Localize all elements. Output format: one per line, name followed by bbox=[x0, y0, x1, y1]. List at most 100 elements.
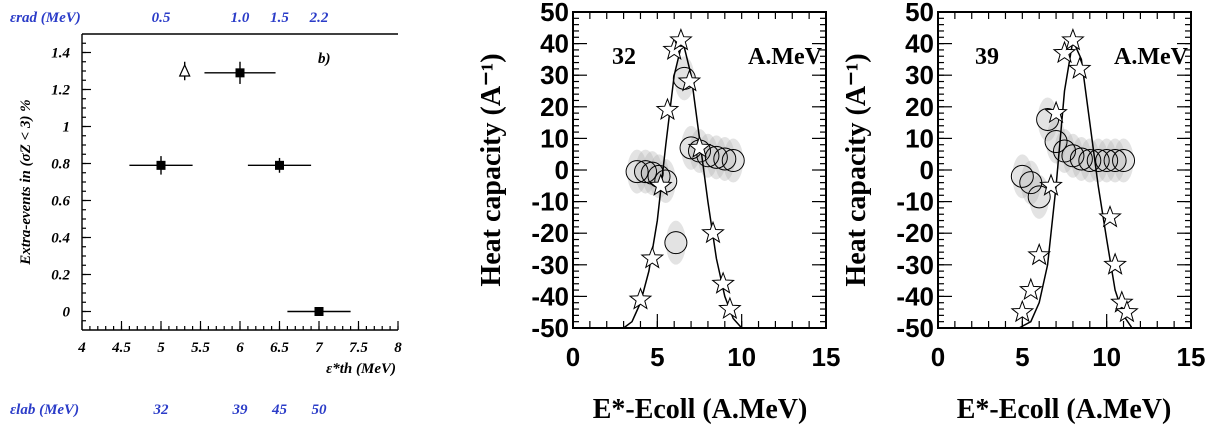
x-tick-label: 0 bbox=[931, 342, 945, 372]
top-axis-value: 1.5 bbox=[270, 10, 289, 26]
circle-marker bbox=[1053, 139, 1076, 163]
circle-marker bbox=[1095, 149, 1119, 173]
x-tick-label: 10 bbox=[727, 342, 756, 372]
y-tick-label: 1.4 bbox=[51, 46, 70, 62]
y-tick-label: -50 bbox=[531, 313, 569, 343]
circle-marker bbox=[1112, 149, 1136, 173]
band-blob bbox=[1079, 138, 1100, 183]
circle-marker bbox=[721, 149, 745, 173]
x-axis-title: ε*th (MeV) bbox=[326, 361, 396, 377]
star-marker bbox=[648, 173, 673, 196]
y-tick-label: 50 bbox=[905, 0, 934, 27]
star-marker bbox=[640, 246, 665, 269]
x-tick-label: 6.5 bbox=[270, 340, 289, 356]
panel-tag: b) bbox=[318, 51, 331, 67]
bottom-axis-label: εlab (MeV) bbox=[10, 402, 79, 418]
axis-ticks: 4 4.5 5 5.5 6 6.5 7 7.5 8 0 0.2 0.4 0.6 0.8 1 1.2 1.4 bbox=[51, 42, 402, 356]
y-tick-label: -30 bbox=[896, 250, 934, 280]
x-tick-label: 5.5 bbox=[191, 340, 210, 356]
x-tick-label: 15 bbox=[812, 342, 841, 372]
y-tick-label: 0.6 bbox=[51, 194, 70, 210]
y-tick-label: 0.4 bbox=[51, 231, 70, 247]
star-marker bbox=[628, 287, 653, 310]
y-tick-label: 40 bbox=[905, 29, 934, 59]
band-blob bbox=[627, 149, 648, 194]
circle-marker bbox=[1103, 149, 1127, 173]
band-blob bbox=[714, 136, 735, 181]
band-blob bbox=[706, 135, 727, 180]
y-tick-label: -30 bbox=[531, 250, 569, 280]
star-markers bbox=[1010, 27, 1139, 323]
bottom-axis-value: 45 bbox=[271, 402, 288, 418]
star-marker bbox=[655, 97, 680, 121]
x-axis-title: E*-Ecoll (A.MeV) bbox=[593, 394, 808, 425]
x-tick-label: 7 bbox=[315, 340, 323, 356]
y-tick-label: 0 bbox=[555, 155, 569, 185]
star-marker bbox=[1110, 290, 1134, 313]
x-tick-label: 4 bbox=[77, 340, 86, 356]
band-blob bbox=[665, 220, 686, 265]
circle-marker bbox=[1010, 164, 1034, 188]
y-tick-label: -50 bbox=[896, 313, 934, 343]
bottom-axis-value: 50 bbox=[312, 402, 328, 418]
y-tick-label: 0 bbox=[920, 155, 934, 185]
star-marker bbox=[669, 27, 693, 51]
y-tick-label: -20 bbox=[531, 218, 569, 248]
circle-marker bbox=[1027, 185, 1051, 209]
circle-marker bbox=[713, 147, 737, 171]
circle-markers bbox=[1010, 107, 1136, 209]
star-marker bbox=[1010, 299, 1035, 323]
band-blob bbox=[1096, 138, 1117, 183]
x-axis-title: E*-Ecoll (A.MeV) bbox=[957, 394, 1172, 425]
star-marker bbox=[1098, 204, 1122, 228]
y-tick-label: -20 bbox=[896, 218, 934, 248]
star-marker bbox=[1103, 252, 1127, 275]
y-tick-label: -40 bbox=[896, 281, 934, 311]
data-point-square bbox=[156, 160, 166, 170]
star-marker bbox=[1044, 100, 1068, 124]
top-axis-label: εrad (MeV) bbox=[10, 10, 81, 26]
band-blob bbox=[1037, 97, 1058, 142]
y-tick-label: -10 bbox=[896, 187, 934, 217]
bottom-axis-value: 32 bbox=[153, 402, 170, 418]
circle-marker bbox=[1044, 130, 1068, 154]
top-axis-value: 1.0 bbox=[231, 10, 250, 26]
star-markers bbox=[628, 27, 742, 320]
top-axis-values: 0.5 1.0 1.5 2.2 bbox=[152, 10, 329, 26]
bottom-axis-value: 39 bbox=[232, 402, 249, 418]
star-marker bbox=[1052, 40, 1077, 64]
star-marker bbox=[1067, 56, 1092, 79]
annotation-unit: A.MeV bbox=[1114, 44, 1189, 70]
x-tick-label: 5 bbox=[157, 340, 165, 356]
circle-marker bbox=[634, 160, 658, 184]
band-blob bbox=[1071, 136, 1092, 181]
star-marker bbox=[1115, 299, 1139, 323]
x-tick-label: 5 bbox=[650, 342, 664, 372]
circle-marker bbox=[1061, 144, 1085, 168]
band-blob bbox=[681, 125, 702, 170]
star-marker bbox=[1061, 27, 1085, 51]
annotation-energy: 39 bbox=[975, 44, 999, 70]
x-tick-label: 0 bbox=[566, 342, 580, 372]
star-marker bbox=[718, 296, 742, 320]
circle-marker bbox=[1086, 149, 1110, 173]
circle-marker bbox=[625, 160, 649, 184]
data-point-square bbox=[235, 68, 245, 78]
y-tick-label: 0.2 bbox=[51, 268, 70, 284]
y-tick-label: 1.2 bbox=[51, 83, 70, 99]
y-tick-label: 20 bbox=[540, 92, 569, 122]
band-blob bbox=[1062, 133, 1083, 178]
y-tick-label: 20 bbox=[905, 92, 934, 122]
data-point-square bbox=[275, 160, 284, 170]
star-marker bbox=[711, 271, 735, 294]
circle-marker bbox=[704, 145, 728, 169]
y-tick-label: 30 bbox=[905, 60, 934, 90]
y-tick-label: 0.8 bbox=[51, 157, 70, 173]
star-marker bbox=[1039, 173, 1063, 196]
band-blob bbox=[723, 138, 744, 183]
x-tick-label: 5 bbox=[1015, 342, 1029, 372]
x-tick-label: 6 bbox=[236, 340, 244, 356]
